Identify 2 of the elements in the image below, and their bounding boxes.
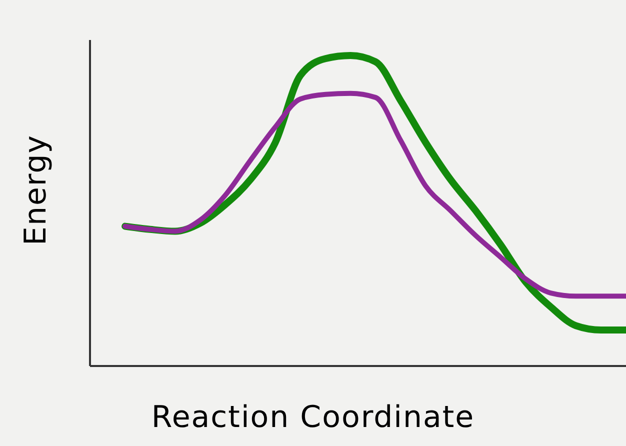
x-axis-title: Reaction Coordinate xyxy=(150,400,476,435)
y-axis-title: Energy xyxy=(18,134,54,246)
